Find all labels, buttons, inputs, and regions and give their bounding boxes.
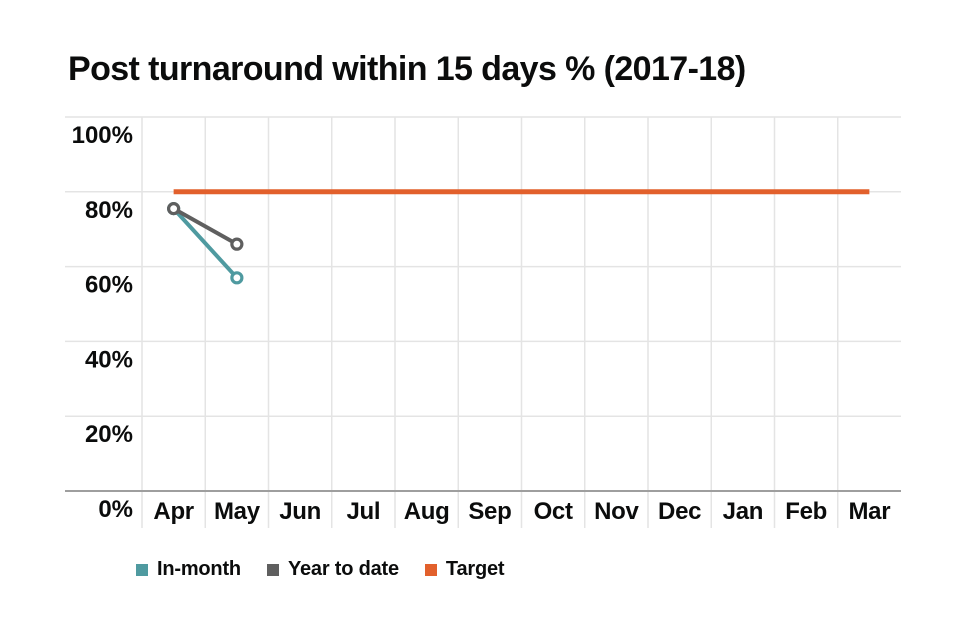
legend-item-year-to-date: Year to date bbox=[266, 558, 399, 581]
legend-label-target: Target bbox=[445, 558, 505, 580]
x-tick-label: Aug bbox=[404, 498, 450, 525]
x-tick-label: Oct bbox=[534, 498, 573, 525]
y-tick-label: 60% bbox=[85, 272, 133, 299]
x-tick-label: Feb bbox=[785, 498, 827, 525]
data-point-marker-year-to-date bbox=[230, 237, 244, 251]
in-month-swatch-icon bbox=[136, 563, 148, 576]
tick-label-layer: 0% 20% 40% 60% 80% 100% Apr May Jun Jul Aug Sep Oct N… bbox=[72, 122, 891, 525]
chart-title: Post turnaround within 15 days % (2017-1… bbox=[68, 50, 746, 88]
y-tick-label: 20% bbox=[85, 421, 133, 448]
x-tick-label: Dec bbox=[658, 498, 701, 525]
legend-label-year-to-date: Year to date bbox=[287, 558, 399, 580]
x-tick-label: Nov bbox=[594, 498, 639, 525]
x-tick-label: Mar bbox=[848, 498, 890, 525]
y-tick-label: 0% bbox=[98, 496, 133, 523]
legend-item-target: Target bbox=[424, 558, 505, 581]
series-line-year-to-date bbox=[171, 206, 239, 247]
legend-label-in-month: In-month bbox=[157, 558, 241, 580]
x-tick-label: Jul bbox=[346, 498, 380, 525]
x-tick-label: Jan bbox=[723, 498, 763, 525]
x-tick-label: Apr bbox=[153, 498, 193, 525]
x-tick-label: Jun bbox=[279, 498, 321, 525]
legend-item-in-month: In-month bbox=[136, 558, 241, 581]
data-point-marker-year-to-date bbox=[167, 202, 181, 216]
y-tick-label: 100% bbox=[72, 122, 133, 149]
y-tick-label: 80% bbox=[85, 197, 133, 224]
year-to-date-swatch-icon bbox=[266, 563, 279, 576]
x-tick-label: Sep bbox=[468, 498, 511, 525]
x-tick-label: May bbox=[214, 498, 261, 525]
series-line-in-month bbox=[171, 206, 239, 280]
data-point-marker-in-month bbox=[230, 271, 244, 285]
grid-layer bbox=[65, 116, 901, 528]
y-tick-label: 40% bbox=[85, 346, 133, 373]
chart-legend: In-month Year to date Target bbox=[136, 558, 505, 581]
series-layer bbox=[167, 189, 870, 285]
target-swatch-icon bbox=[424, 563, 437, 576]
